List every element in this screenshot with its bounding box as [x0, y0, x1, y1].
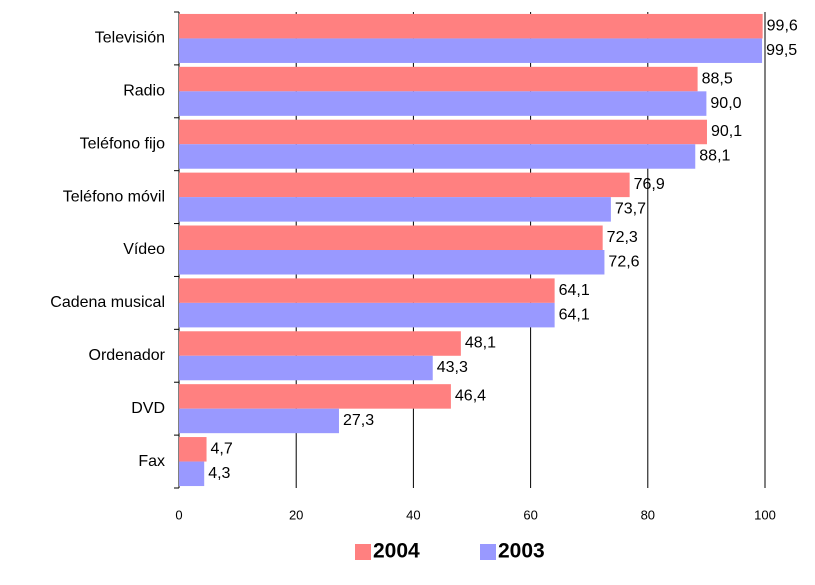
bar [179, 66, 698, 92]
x-tick-label: 20 [289, 507, 303, 522]
x-tick-label: 80 [641, 507, 655, 522]
legend-label: 2004 [373, 540, 420, 563]
legend-label: 2003 [498, 540, 545, 563]
value-label: 99,6 [767, 17, 798, 34]
bar [179, 355, 433, 381]
y-tick-label: Televisión [95, 30, 165, 47]
value-label: 43,3 [437, 359, 468, 376]
value-label: 4,3 [208, 465, 230, 482]
x-tick-label: 40 [406, 507, 420, 522]
x-tick-label: 100 [754, 507, 776, 522]
bar [179, 119, 707, 145]
value-label: 48,1 [465, 335, 496, 352]
bar [179, 437, 207, 462]
x-tick-label: 60 [523, 507, 537, 522]
value-label: 64,1 [559, 282, 590, 299]
value-label: 46,4 [455, 388, 486, 405]
y-tick-label: Cadena musical [50, 294, 165, 311]
value-label: 64,1 [559, 306, 590, 323]
value-label: 90,1 [711, 123, 742, 140]
y-tick-label: DVD [131, 400, 165, 417]
value-label: 72,6 [608, 253, 639, 270]
bar [179, 461, 205, 487]
y-tick-label: Vídeo [123, 241, 165, 258]
legend-swatch [355, 544, 371, 560]
value-label: 88,5 [702, 70, 733, 87]
y-tick-label: Teléfono móvil [63, 188, 165, 205]
value-label: 27,3 [343, 412, 374, 429]
value-label: 73,7 [615, 201, 646, 218]
bar [179, 408, 339, 434]
bar [179, 302, 555, 328]
bar [179, 384, 451, 409]
y-tick-label: Radio [123, 83, 165, 100]
value-label: 90,0 [710, 95, 741, 112]
y-tick-label: Fax [138, 453, 165, 470]
legend-swatch [480, 544, 496, 560]
bar [179, 13, 763, 39]
value-label: 88,1 [699, 148, 730, 165]
bar [179, 38, 763, 63]
value-label: 72,3 [607, 229, 638, 246]
bar [179, 144, 696, 169]
bar [179, 331, 461, 356]
value-label: 99,5 [766, 42, 797, 59]
bar [179, 197, 611, 222]
bar [179, 250, 605, 275]
value-label: 4,7 [211, 441, 233, 458]
value-label: 76,9 [634, 176, 665, 193]
bar [179, 172, 630, 198]
y-tick-label: Teléfono fijo [80, 135, 165, 152]
bar [179, 225, 603, 250]
bar [179, 91, 707, 116]
y-tick-label: Ordenador [89, 347, 166, 364]
bar [179, 278, 555, 303]
x-tick-label: 0 [175, 507, 182, 522]
